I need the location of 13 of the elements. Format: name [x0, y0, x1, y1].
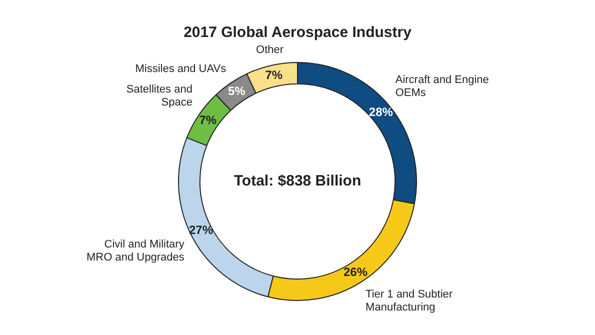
slice-label: Missiles and UAVs — [135, 62, 227, 75]
slice-label: Satellites and Space — [126, 84, 192, 109]
data-label: 7% — [199, 112, 217, 127]
text: Total: $838 Billion — [234, 172, 362, 190]
slice-label: Aircraft and Engine OEMs — [395, 74, 489, 100]
data-label: 26% — [344, 265, 368, 280]
slice-label: Civil and Military MRO and Upgrades — [86, 238, 185, 264]
data-label: 7% — [265, 68, 283, 82]
slice-label: Tier 1 and Subtier Manufacturing — [366, 288, 453, 314]
data-label: 5% — [228, 84, 246, 98]
data-label: 28% — [368, 104, 394, 119]
slice-label: Other — [256, 44, 284, 56]
chart-title: 2017 Global Aerospace Industry — [184, 24, 412, 42]
